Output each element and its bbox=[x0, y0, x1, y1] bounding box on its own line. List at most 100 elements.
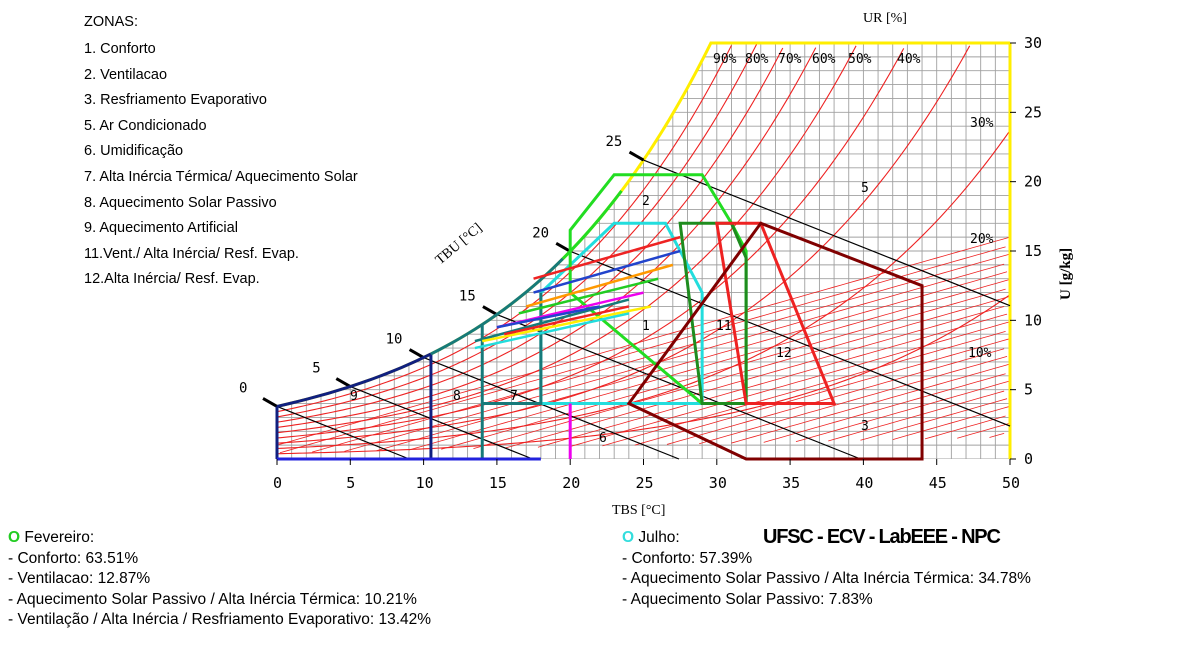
x-tick-label: 5 bbox=[346, 474, 355, 492]
series-line-fevereiro bbox=[474, 298, 630, 343]
humidity-curve bbox=[570, 321, 1011, 447]
zones-title: ZONAS: bbox=[84, 14, 138, 30]
zone-number: 5 bbox=[861, 181, 869, 196]
wetbulb-line-0 bbox=[276, 405, 410, 460]
rh-label: 90% bbox=[713, 52, 737, 67]
rh-curve-10 bbox=[276, 294, 1011, 455]
x-tick-label: 35 bbox=[782, 474, 800, 492]
brand-label: UFSC - ECV - LabEEE - NPC bbox=[763, 526, 1001, 548]
zone-9-saturation bbox=[276, 352, 432, 408]
rh-curve-40 bbox=[276, 48, 905, 439]
rh-curve-50 bbox=[276, 45, 857, 434]
legend-julho-label: Julho: bbox=[638, 529, 680, 546]
wetbulb-line-5 bbox=[350, 385, 533, 460]
humidity-curve bbox=[924, 415, 1006, 440]
wetbulb-tick-5 bbox=[335, 377, 352, 388]
legend-fevereiro-label: Fevereiro: bbox=[24, 529, 95, 546]
series-line-fevereiro bbox=[525, 263, 674, 308]
zone-item: 6. Umidificação bbox=[84, 143, 184, 160]
series-line-julho bbox=[503, 305, 630, 336]
wetbulb-label: 25 bbox=[606, 134, 623, 150]
grid-lines bbox=[277, 43, 1010, 459]
zone-number: 12 bbox=[776, 346, 792, 361]
x-tick-label: 0 bbox=[273, 474, 282, 492]
humidity-curve bbox=[666, 348, 1005, 445]
x-tick-label: 10 bbox=[416, 474, 434, 492]
wetbulb-tick-15 bbox=[482, 305, 498, 316]
wetbulb-label: 0 bbox=[239, 380, 247, 396]
rh-label: 10% bbox=[968, 346, 992, 361]
zone-number: 7 bbox=[510, 389, 518, 404]
wetbulb-tick-10 bbox=[408, 348, 425, 359]
y-tick-label: 25 bbox=[1024, 103, 1042, 121]
legend-item: - Conforto: 57.39% bbox=[622, 549, 753, 567]
humidity-curve bbox=[634, 338, 1009, 446]
chart-axes bbox=[276, 42, 1016, 465]
rh-label: 30% bbox=[970, 116, 994, 131]
rh-curve-60 bbox=[276, 47, 817, 429]
zone-item: 8. Aquecimento Solar Passivo bbox=[84, 194, 277, 211]
y-axis-label: U [g/kg] bbox=[1058, 248, 1074, 300]
x-tick-label: 20 bbox=[562, 474, 580, 492]
wetbulb-lines bbox=[262, 150, 1011, 460]
rh-label: 70% bbox=[778, 52, 802, 67]
legend-fevereiro-title: O Fevereiro: bbox=[8, 528, 431, 549]
series-line-fevereiro bbox=[518, 277, 659, 315]
zone-item: 2. Ventilacao bbox=[84, 66, 168, 83]
y-tick-label: 15 bbox=[1024, 242, 1042, 260]
zone-7-saturation bbox=[430, 257, 564, 356]
wetbulb-line-25 bbox=[643, 159, 1011, 307]
zone-item: 12.Alta Inércia/ Resf. Evap. bbox=[84, 271, 260, 288]
zone-number: 3 bbox=[861, 419, 869, 434]
zone-polygons bbox=[275, 173, 924, 461]
wetbulb-line-20 bbox=[569, 250, 1011, 427]
series-line-fevereiro bbox=[533, 235, 681, 280]
wetbulb-label: 10 bbox=[386, 332, 403, 348]
rh-curve-20 bbox=[276, 130, 1011, 450]
humidity-curve bbox=[602, 331, 1006, 447]
monthly-lines bbox=[474, 235, 681, 350]
x-tick-label: 45 bbox=[929, 474, 947, 492]
rh-label: 20% bbox=[970, 232, 994, 247]
wetbulb-tick-25 bbox=[628, 150, 645, 162]
rh-label: 50% bbox=[848, 52, 872, 67]
zone-11 bbox=[678, 221, 748, 406]
zone-item: 3. Resfriamento Evaporativo bbox=[84, 92, 267, 109]
humidity-curve bbox=[537, 313, 1008, 448]
wetbulb-tick-20 bbox=[555, 241, 571, 253]
legend-item: - Conforto: 63.51% bbox=[8, 549, 139, 567]
rh-label: 60% bbox=[812, 52, 836, 67]
y-tick-label: 20 bbox=[1024, 173, 1042, 191]
zone-item: 1. Conforto bbox=[84, 41, 156, 57]
legend-item: - Aquecimento Solar Passivo / Alta Inérc… bbox=[8, 590, 417, 608]
chart-grid bbox=[277, 43, 1010, 459]
rh-curve-70 bbox=[276, 47, 784, 423]
zone-number: 1 bbox=[642, 319, 650, 334]
wetbulb-line-15 bbox=[496, 313, 861, 460]
humidity-curve bbox=[344, 263, 1005, 452]
wetbulb-label: 5 bbox=[312, 361, 320, 377]
zone-item: 9. Aquecimento Artificial bbox=[84, 220, 238, 237]
legend-fevereiro: O Fevereiro: - Conforto: 63.51% - Ventil… bbox=[8, 528, 431, 631]
legend-julho-marker: O bbox=[622, 529, 635, 546]
y-tick-label: 0 bbox=[1024, 450, 1033, 468]
legend-item: - Aquecimento Solar Passivo: 7.83% bbox=[622, 590, 873, 608]
humidity-curve bbox=[860, 398, 1008, 441]
series-line-fevereiro bbox=[533, 249, 681, 294]
humidity-curve bbox=[731, 363, 1011, 444]
rh-curve-30 bbox=[276, 45, 971, 444]
legend-item: - Aquecimento Solar Passivo / Alta Inérc… bbox=[622, 570, 1031, 588]
humidity-curve bbox=[441, 288, 1006, 450]
humidity-curve bbox=[699, 356, 1008, 445]
legend-julho: O Julho: - Conforto: 57.39% - Aqueciment… bbox=[622, 528, 1031, 610]
wetbulb-line-10 bbox=[423, 356, 680, 460]
humidity-curve bbox=[279, 246, 1006, 454]
legend-fevereiro-marker: O bbox=[8, 529, 21, 546]
y-tick-label: 30 bbox=[1024, 34, 1042, 52]
zones-list: ZONAS: 1. Conforto 2. Ventilacao 3. Resf… bbox=[84, 14, 358, 293]
series-line-julho bbox=[496, 305, 600, 329]
wetbulb-label: 15 bbox=[459, 289, 476, 305]
rh-axis-label: UR [%] bbox=[863, 11, 907, 26]
y-tick-label: 5 bbox=[1024, 381, 1033, 399]
